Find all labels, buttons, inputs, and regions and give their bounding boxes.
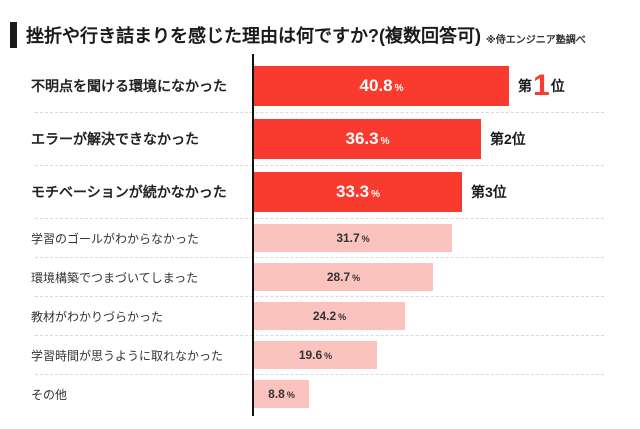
- rank-number: 3: [485, 184, 493, 200]
- value-bar: 36.3%: [254, 119, 481, 159]
- value-number: 8.8: [268, 387, 285, 401]
- chart-row: 学習のゴールがわからなかった 31.7%: [0, 219, 640, 257]
- value-bar: 19.6%: [254, 341, 377, 369]
- title-accent-bar: [10, 22, 17, 48]
- bar-area: 33.3% 第 3 位: [254, 172, 640, 212]
- bar-area: 31.7%: [254, 224, 640, 252]
- category-label: 教材がわかりづらかった: [31, 309, 164, 324]
- chart-row: 教材がわかりづらかった 24.2%: [0, 297, 640, 335]
- row-separator: [35, 296, 604, 297]
- percent-sign: %: [371, 189, 380, 200]
- category-label: エラーが解決できなかった: [31, 131, 199, 147]
- rank-prefix: 第: [471, 184, 485, 200]
- bar-area: 19.6%: [254, 341, 640, 369]
- category-label: その他: [31, 387, 68, 402]
- rank-prefix: 第: [490, 131, 504, 147]
- value-number: 31.7: [336, 231, 360, 245]
- rank-suffix: 位: [550, 78, 565, 94]
- chart-row: 環境構築でつまづいてしまった 28.7%: [0, 258, 640, 296]
- chart-row: 学習時間が思うように取れなかった 19.6%: [0, 336, 640, 374]
- row-separator: [35, 374, 604, 375]
- percent-sign: %: [394, 83, 404, 94]
- value-label: 24.2%: [313, 309, 346, 323]
- value-number: 33.3: [336, 182, 370, 201]
- percent-sign: %: [352, 273, 361, 283]
- axis-line: [252, 54, 254, 416]
- percent-sign: %: [286, 390, 295, 400]
- value-label: 31.7%: [336, 231, 369, 245]
- row-separator: [35, 218, 604, 219]
- row-separator: [35, 257, 604, 258]
- value-bar: 33.3%: [254, 172, 462, 212]
- value-label: 28.7%: [327, 270, 360, 284]
- value-label: 40.8%: [360, 76, 404, 96]
- chart-row: モチベーションが続かなかった 33.3% 第 3 位: [0, 166, 640, 218]
- rank-suffix: 位: [511, 131, 526, 147]
- rank-suffix: 位: [492, 184, 507, 200]
- category-label: 不明点を聞ける環境になかった: [31, 78, 227, 94]
- row-separator: [35, 112, 604, 113]
- value-bar: 31.7%: [254, 224, 452, 252]
- bar-area: 36.3% 第 2 位: [254, 119, 640, 159]
- value-number: 24.2: [312, 309, 337, 323]
- source-note: ※侍エンジニア塾調べ: [485, 35, 586, 46]
- value-number: 28.7: [326, 270, 351, 284]
- chart-row: その他 8.8%: [0, 375, 640, 413]
- category-label: 学習時間が思うように取れなかった: [31, 348, 224, 363]
- value-bar: 8.8%: [254, 380, 309, 408]
- value-bar: 28.7%: [254, 263, 433, 291]
- value-label: 36.3%: [346, 129, 390, 149]
- row-separator: [35, 165, 604, 166]
- chart-rows: 不明点を聞ける環境になかった 40.8% 第 1 位エラーが解決できなかった 36.3% 第…: [0, 60, 640, 413]
- percent-sign: %: [338, 312, 347, 322]
- chart-header: 挫折や行き詰まりを感じた理由は何ですか?(複数回答可) ※侍エンジニア塾調べ: [0, 18, 640, 48]
- rank-prefix: 第: [518, 78, 532, 94]
- percent-sign: %: [361, 234, 370, 244]
- rank-number: 2: [504, 131, 512, 147]
- value-label: 33.3%: [336, 182, 380, 202]
- rank-number: 1: [533, 69, 550, 102]
- row-separator: [35, 335, 604, 336]
- bar-area: 8.8%: [254, 380, 640, 408]
- chart-title: 挫折や行き詰まりを感じた理由は何ですか?(複数回答可): [26, 26, 481, 47]
- chart-row: 不明点を聞ける環境になかった 40.8% 第 1 位: [0, 60, 640, 112]
- bar-chart: 不明点を聞ける環境になかった 40.8% 第 1 位エラーが解決できなかった 36.3% 第…: [0, 54, 640, 416]
- bar-area: 28.7%: [254, 263, 640, 291]
- category-label: 学習のゴールがわからなかった: [31, 231, 200, 246]
- percent-sign: %: [380, 136, 390, 147]
- bar-area: 24.2%: [254, 302, 640, 330]
- value-number: 36.3: [345, 129, 379, 148]
- value-label: 19.6%: [299, 348, 332, 362]
- percent-sign: %: [324, 351, 333, 361]
- bar-area: 40.8% 第 1 位: [254, 66, 640, 106]
- value-bar: 40.8%: [254, 66, 509, 106]
- value-label: 8.8%: [268, 387, 295, 401]
- chart-row: エラーが解決できなかった 36.3% 第 2 位: [0, 113, 640, 165]
- category-label: 環境構築でつまづいてしまった: [31, 270, 199, 285]
- value-bar: 24.2%: [254, 302, 405, 330]
- value-number: 19.6: [298, 348, 323, 362]
- value-number: 40.8: [359, 76, 393, 95]
- category-label: モチベーションが続かなかった: [31, 184, 227, 200]
